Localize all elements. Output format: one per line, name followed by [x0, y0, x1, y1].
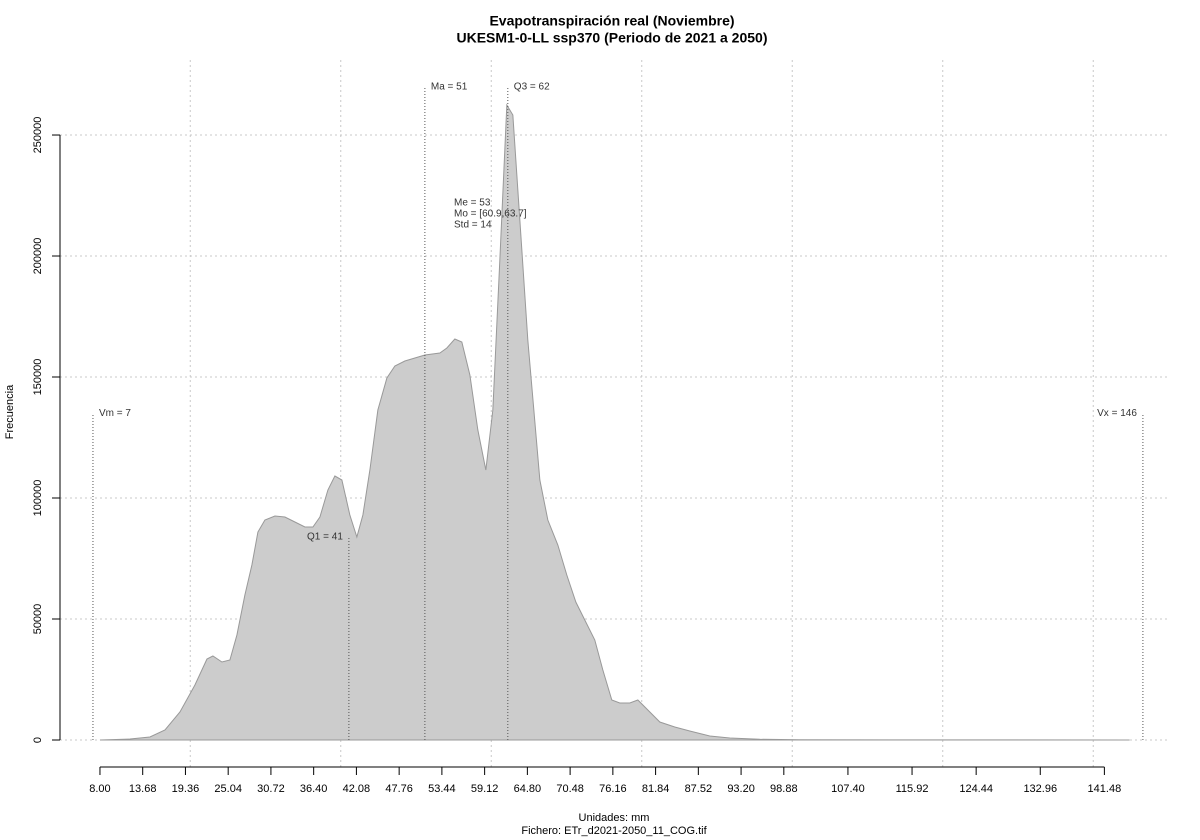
x-tick-label: 141.48 [1088, 783, 1122, 795]
x-tick-label: 124.44 [959, 783, 993, 795]
stats-text: Me = 53 [454, 198, 491, 209]
y-tick-label: 250000 [32, 117, 44, 154]
chart-title: Evapotranspiración real (Noviembre) [489, 13, 734, 29]
caption: Fichero: ETr_d2021-2050_11_COG.tif [521, 825, 707, 837]
marker-label: Q1 = 41 [307, 531, 343, 542]
x-axis-label: Unidades: mm [579, 812, 650, 824]
x-tick-label: 42.08 [343, 783, 371, 795]
x-tick-label: 25.04 [214, 783, 242, 795]
x-tick-label: 19.36 [172, 783, 200, 795]
x-tick-label: 93.20 [727, 783, 755, 795]
x-tick-label: 81.84 [642, 783, 670, 795]
marker-label: Q3 = 62 [514, 81, 550, 92]
x-tick-label: 30.72 [257, 783, 285, 795]
x-tick-label: 36.40 [300, 783, 328, 795]
x-tick-label: 59.12 [471, 783, 499, 795]
x-tick-label: 115.92 [896, 783, 929, 795]
x-tick-label: 70.48 [556, 783, 584, 795]
x-tick-label: 53.44 [428, 783, 456, 795]
stats-text: Mo = [60.9,63.7] [454, 209, 527, 220]
y-tick-label: 50000 [32, 604, 44, 635]
x-tick-label: 98.88 [770, 783, 798, 795]
stats-text: Std = 14 [454, 220, 492, 231]
area [99, 103, 1130, 741]
y-axis-label: Frecuencia [4, 384, 16, 439]
y-tick-label: 100000 [32, 480, 44, 517]
x-tick-label: 64.80 [514, 783, 542, 795]
marker-label: Vm = 7 [99, 408, 131, 419]
marker-label: Vx = 146 [1097, 408, 1137, 419]
y-tick-label: 200000 [32, 238, 44, 275]
y-tick-label: 0 [32, 737, 44, 743]
x-tick-label: 13.68 [129, 783, 157, 795]
x-tick-label: 8.00 [89, 783, 110, 795]
x-tick-label: 107.40 [831, 783, 865, 795]
y-tick-label: 150000 [32, 359, 44, 396]
x-tick-label: 87.52 [685, 783, 713, 795]
marker-label: Ma = 51 [431, 81, 468, 92]
x-tick-label: 76.16 [599, 783, 627, 795]
x-tick-label: 132.96 [1023, 783, 1057, 795]
x-tick-label: 47.76 [385, 783, 413, 795]
chart-subtitle: UKESM1-0-LL ssp370 (Periodo de 2021 a 20… [457, 30, 768, 46]
